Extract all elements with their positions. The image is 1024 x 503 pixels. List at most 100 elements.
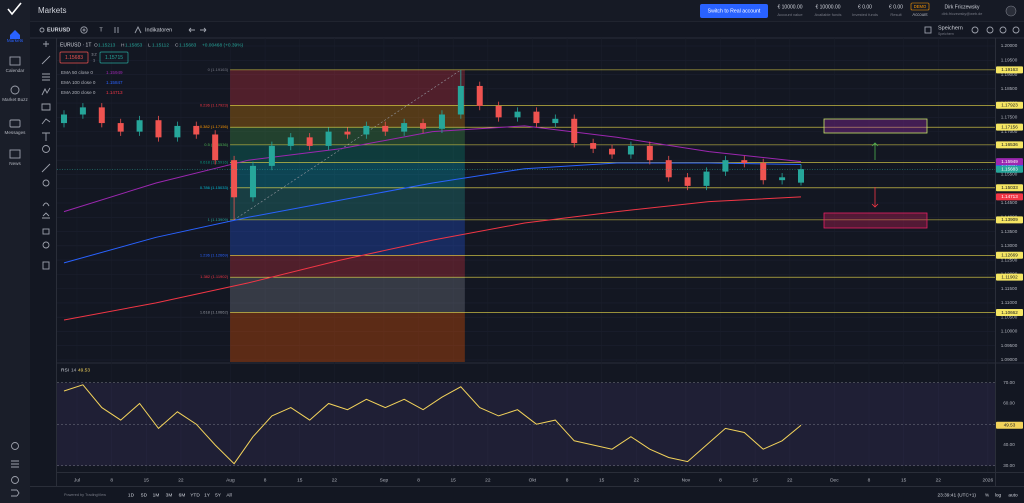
buzz-icon[interactable] bbox=[10, 85, 20, 95]
ema-line bbox=[63, 196, 802, 321]
measure-tool[interactable] bbox=[41, 163, 51, 173]
ema-line bbox=[63, 125, 802, 213]
camera-icon[interactable] bbox=[1012, 26, 1020, 34]
range-button[interactable]: 1D bbox=[128, 492, 135, 498]
powered-by: Powered by TradingView bbox=[64, 493, 106, 497]
fib-level-label: 1 (1.13909) bbox=[208, 217, 229, 222]
markets-icon[interactable] bbox=[10, 30, 20, 39]
ohlc-key: O bbox=[94, 42, 98, 48]
range-button[interactable]: All bbox=[226, 492, 231, 498]
ema-legend-name: EMA 100 close 0 bbox=[61, 80, 96, 85]
nav-label[interactable]: Messages bbox=[5, 130, 27, 135]
price-tag bbox=[996, 216, 1023, 224]
avatar[interactable] bbox=[1005, 5, 1017, 17]
user-email: dirk.friczewsky@web.de bbox=[942, 12, 983, 16]
sidebar bbox=[0, 0, 30, 503]
calendar-icon[interactable] bbox=[9, 56, 21, 66]
rsi-tick-label: 60.00 bbox=[1003, 401, 1015, 406]
range-button[interactable]: 3M bbox=[166, 492, 173, 498]
projection-tool[interactable] bbox=[41, 103, 51, 111]
layout-icon[interactable] bbox=[924, 26, 932, 34]
stat-label: Result bbox=[890, 12, 902, 17]
x-tick-label: 15 bbox=[752, 477, 758, 483]
candle-body bbox=[79, 107, 86, 115]
interval[interactable]: T bbox=[99, 27, 103, 33]
nav-label[interactable]: Markets bbox=[7, 38, 24, 43]
brush-tool[interactable] bbox=[41, 118, 51, 125]
arrow-down[interactable] bbox=[871, 187, 879, 208]
redo[interactable] bbox=[200, 27, 207, 33]
hide-tool[interactable] bbox=[42, 241, 50, 249]
fib-level-label: 0 (1.19163) bbox=[208, 67, 229, 72]
snapshot-icon[interactable] bbox=[986, 26, 994, 34]
price-tag-label: 1.13909 bbox=[1001, 217, 1018, 222]
messages-icon[interactable] bbox=[9, 119, 21, 128]
fullscreen-icon[interactable] bbox=[971, 26, 979, 34]
settings-chart-icon[interactable] bbox=[999, 26, 1007, 34]
delete-tool[interactable] bbox=[42, 261, 50, 270]
fib-level-label: 1.236 (1.12669) bbox=[200, 252, 229, 257]
lock-drawing-tool[interactable] bbox=[42, 212, 50, 219]
ask-price[interactable]: 1.15715 bbox=[105, 55, 123, 61]
button-label[interactable]: Switch to Real account bbox=[708, 8, 761, 14]
price-tag bbox=[996, 193, 1023, 201]
candle-body bbox=[627, 145, 634, 155]
candle-body bbox=[533, 111, 540, 124]
indicators[interactable]: Indikatoren bbox=[145, 27, 172, 33]
settings-icon[interactable] bbox=[11, 442, 19, 450]
logo[interactable] bbox=[7, 2, 22, 16]
icon-tool[interactable] bbox=[42, 145, 50, 153]
search-icon[interactable] bbox=[39, 27, 45, 33]
real-account-button[interactable] bbox=[700, 4, 768, 18]
candle-body bbox=[155, 120, 162, 138]
range-button[interactable]: 6M bbox=[179, 492, 186, 498]
undo[interactable] bbox=[188, 27, 195, 33]
bar-style-icon[interactable] bbox=[114, 27, 119, 33]
nav-label[interactable]: Market Buzz bbox=[2, 97, 28, 102]
text-tool[interactable] bbox=[42, 132, 50, 141]
news-icon[interactable] bbox=[9, 149, 21, 159]
stat-value: € 0.00 bbox=[858, 4, 872, 10]
range-button[interactable]: 1M bbox=[153, 492, 160, 498]
candle-body bbox=[117, 123, 124, 132]
ema-line bbox=[63, 162, 802, 264]
ask-box[interactable] bbox=[99, 51, 129, 64]
candle-body bbox=[306, 137, 313, 146]
trendline-tool[interactable] bbox=[41, 55, 51, 65]
crosshair-tool[interactable] bbox=[43, 41, 49, 47]
target-box[interactable] bbox=[823, 118, 928, 134]
arrow-up[interactable] bbox=[871, 142, 879, 160]
bid-price[interactable]: 1.15683 bbox=[65, 55, 83, 61]
nav-label[interactable]: Calendar bbox=[6, 68, 25, 73]
lock-tool[interactable] bbox=[42, 228, 50, 235]
save[interactable]: Speichern bbox=[938, 25, 963, 31]
range-button[interactable]: 1Y bbox=[204, 492, 211, 498]
indicators-icon[interactable] bbox=[134, 25, 142, 34]
range-button[interactable]: YTD bbox=[190, 492, 200, 498]
scale-option[interactable]: % bbox=[985, 492, 990, 498]
range-button[interactable]: 5Y bbox=[215, 492, 222, 498]
range-button[interactable]: 5D bbox=[141, 492, 148, 498]
target-box[interactable] bbox=[823, 212, 928, 229]
spread: 3.2 bbox=[91, 53, 96, 57]
magnet-tool[interactable] bbox=[42, 202, 50, 207]
ohlc-key: H bbox=[121, 42, 125, 48]
pattern-tool[interactable] bbox=[41, 87, 51, 96]
add-symbol-plus[interactable] bbox=[82, 28, 86, 32]
x-tick-label: 15 bbox=[297, 477, 303, 483]
add-symbol[interactable] bbox=[80, 26, 88, 34]
candle-body bbox=[514, 111, 521, 118]
scale-option[interactable]: log bbox=[995, 492, 1002, 498]
help-icon[interactable] bbox=[11, 476, 19, 484]
symbol[interactable]: EURUSD bbox=[47, 27, 70, 33]
scale-option[interactable]: auto bbox=[1008, 492, 1018, 498]
nav-label[interactable]: News bbox=[9, 161, 21, 166]
ema-legend-value: 1.15949 bbox=[106, 70, 123, 75]
zoom-tool[interactable] bbox=[42, 179, 50, 187]
logout-icon[interactable] bbox=[11, 489, 20, 497]
fib-tool[interactable] bbox=[42, 73, 50, 81]
x-tick-label: 8 bbox=[264, 477, 267, 483]
filter-icon[interactable] bbox=[11, 460, 19, 468]
x-tick-label: 15 bbox=[599, 477, 605, 483]
bid-box[interactable] bbox=[59, 51, 89, 64]
